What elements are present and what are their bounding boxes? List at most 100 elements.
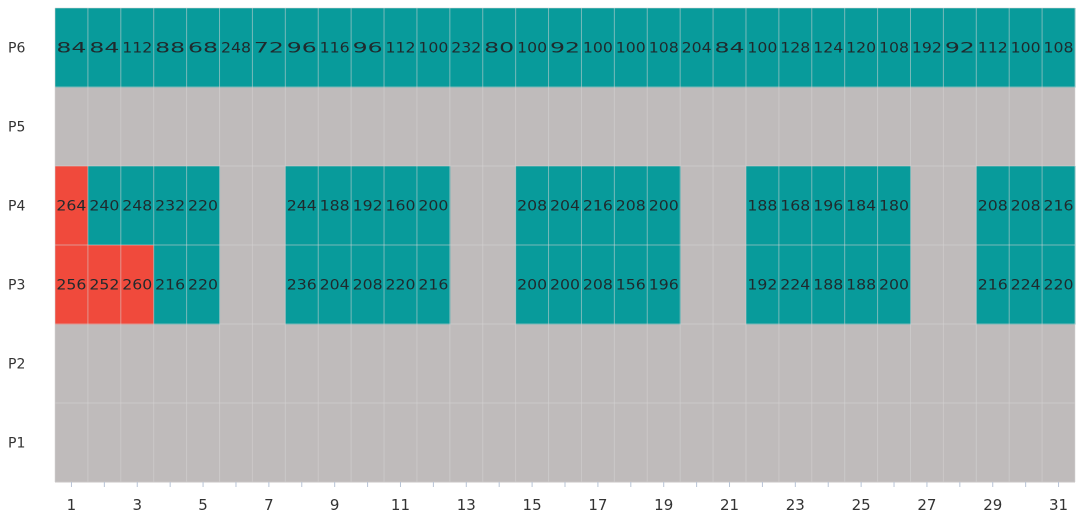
cell-value-label: 100 [418,41,448,57]
cell-value-label: 216 [155,278,185,294]
y-tick-label: P6 [8,41,25,57]
heatmap-cell [844,8,879,88]
heatmap-cell [548,166,582,246]
cell-value-label: 244 [287,199,317,215]
heatmap-cell [186,166,221,246]
cell-value-label: 208 [517,199,547,215]
cell-value-label: 84 [89,41,119,57]
cell-value-label: 200 [517,278,547,294]
heatmap-cell [285,166,319,246]
heatmap-cell [778,8,813,88]
cell-value-label: 252 [89,278,119,294]
x-tick-label: 27 [917,496,936,514]
x-tick-label: 21 [720,496,739,514]
cell-value-label: 84 [715,41,745,57]
cell-value-label: 112 [385,41,415,57]
cell-value-label: 208 [978,199,1008,215]
heatmap-cell [548,245,582,325]
cell-value-label: 264 [56,199,86,215]
cell-value-label: 192 [353,199,383,215]
heatmap-cell [55,8,89,88]
cell-value-label: 100 [747,41,777,57]
heatmap-cell [384,166,418,246]
x-tick-label: 13 [457,496,476,514]
cell-value-label: 196 [649,278,679,294]
heatmap-cell [745,8,780,88]
cell-value-label: 188 [846,278,876,294]
cell-value-label: 72 [254,41,284,57]
y-tick-label: P4 [8,199,25,215]
heatmap-cell [877,245,911,325]
heatmap-cell [614,166,648,246]
cell-value-label: 96 [287,41,317,57]
heatmap-cell [153,245,188,325]
heatmap-cell [482,8,517,88]
x-tick-label: 29 [983,496,1002,514]
heatmap-cell [1042,8,1076,88]
cell-value-label: 124 [813,41,843,57]
heatmap-cell [910,8,944,88]
heatmap-cell [120,8,155,88]
x-axis: 1 3 5 7 9 11 13 15 17 19 21 23 25 27 29 31 [55,481,1075,514]
cell-value-label: 92 [945,41,975,57]
cell-value-label: 216 [418,278,448,294]
heatmap-cell [581,8,615,88]
heatmap-cell [811,166,846,246]
x-tick-label: 31 [1049,496,1068,514]
x-tick-label: 17 [588,496,607,514]
heatmap-cell [318,245,352,325]
cell-value-label: 204 [320,278,350,294]
heatmap-cell [87,245,122,325]
cell-value-label: 216 [978,278,1008,294]
heatmap-cell [778,166,813,246]
cell-value-label: 204 [682,41,712,57]
heatmap-cell [811,245,846,325]
cell-value-label: 156 [616,278,646,294]
cell-value-label: 108 [649,41,679,57]
y-axis: P6 P5 P4 P3 P2 P1 [8,41,25,452]
heatmap-cell [614,8,648,88]
cell-value-label: 208 [353,278,383,294]
heatmap-cell [647,166,681,246]
cell-value-label: 196 [813,199,843,215]
heatmap-cell [416,8,451,88]
heatmap-cell [384,8,418,88]
cell-value-label: 216 [583,199,613,215]
heatmap-cell [713,8,747,88]
heatmap-cell [844,245,879,325]
heatmap-cell [318,8,352,88]
x-tick-label: 9 [330,496,340,514]
cell-value-label: 236 [287,278,317,294]
x-tick-label: 11 [391,496,410,514]
cell-value-label: 208 [583,278,613,294]
cell-value-label: 220 [1044,278,1074,294]
heatmap-cell [515,245,550,325]
heatmap-cell [384,245,418,325]
heatmap-cell [745,166,780,246]
x-tick-label: 7 [264,496,274,514]
cell-value-label: 100 [616,41,646,57]
heatmap-values: 84 84 112 88 68 248 72 96 116 96 112 100 232 80 100 92 1… [56,41,1073,294]
heatmap-cell [87,166,122,246]
cell-value-label: 200 [649,199,679,215]
cell-value-label: 232 [451,41,481,57]
y-tick-label: P3 [8,278,25,294]
heatmap-cell [877,8,911,88]
heatmap-cell [351,8,385,88]
cell-value-label: 88 [155,41,185,57]
heatmap-cell [186,245,221,325]
x-tick-label: 25 [852,496,871,514]
cell-value-label: 224 [1011,278,1041,294]
cell-value-label: 92 [550,41,580,57]
heatmap-cell [680,8,714,88]
cell-value-label: 220 [188,278,218,294]
x-tick-label: 3 [132,496,142,514]
cell-value-label: 84 [56,41,86,57]
heatmap-cell [55,245,89,325]
heatmap-cell [614,245,648,325]
heatmap-cell [548,8,582,88]
heatmap-cell [318,166,352,246]
cell-value-label: 232 [155,199,185,215]
x-tick-label: 19 [654,496,673,514]
cell-value-label: 200 [550,278,580,294]
